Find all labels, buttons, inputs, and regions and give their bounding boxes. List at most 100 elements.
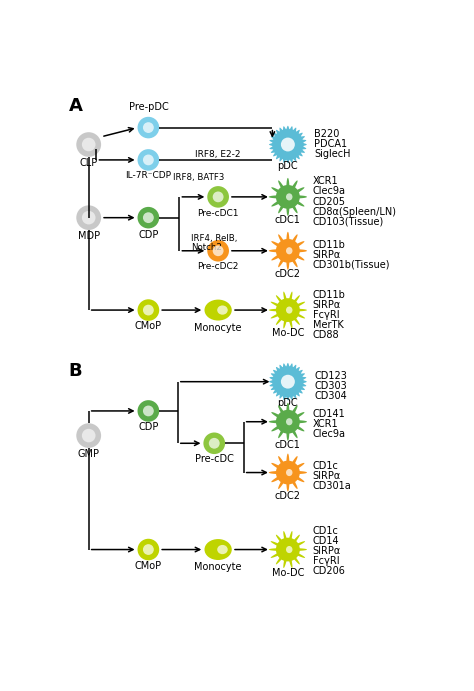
Text: MerTK: MerTK (313, 320, 344, 330)
Polygon shape (269, 453, 307, 491)
Ellipse shape (286, 307, 292, 314)
Ellipse shape (217, 545, 228, 554)
Text: Pre-cDC: Pre-cDC (195, 455, 234, 464)
Circle shape (76, 205, 101, 230)
Text: MDP: MDP (78, 231, 100, 241)
Text: CD88: CD88 (313, 330, 339, 340)
Text: CD11b: CD11b (313, 290, 346, 300)
Circle shape (209, 438, 219, 448)
Text: XCR1: XCR1 (313, 419, 338, 429)
Polygon shape (269, 231, 307, 269)
Text: CD14: CD14 (313, 536, 339, 546)
Text: SiglecH: SiglecH (314, 149, 351, 159)
Text: Clec9a: Clec9a (313, 187, 346, 196)
Text: Monocyte: Monocyte (194, 323, 242, 333)
Circle shape (143, 155, 154, 165)
Ellipse shape (286, 418, 292, 425)
Text: CD11b: CD11b (313, 240, 346, 249)
Text: CD123: CD123 (314, 370, 347, 381)
Text: Mo-DC: Mo-DC (272, 567, 304, 578)
Circle shape (137, 207, 159, 229)
Text: IRF8, BATF3: IRF8, BATF3 (173, 173, 224, 182)
Polygon shape (269, 292, 307, 328)
Circle shape (137, 539, 159, 560)
Circle shape (137, 149, 159, 171)
Text: FcγRI: FcγRI (313, 310, 339, 320)
Circle shape (213, 191, 224, 202)
Text: CD303: CD303 (314, 381, 347, 390)
Text: IRF4, RelB,: IRF4, RelB, (191, 234, 237, 243)
Circle shape (82, 138, 96, 151)
Text: pDC: pDC (278, 161, 298, 171)
Text: Notch2: Notch2 (191, 243, 222, 252)
Text: CMoP: CMoP (135, 321, 162, 331)
Text: A: A (69, 97, 82, 115)
Circle shape (76, 132, 101, 157)
Circle shape (281, 375, 295, 388)
Polygon shape (269, 403, 307, 441)
Text: B220: B220 (314, 129, 339, 139)
Text: CLP: CLP (80, 158, 98, 168)
Text: cDC1: cDC1 (275, 215, 301, 225)
Text: CD304: CD304 (314, 390, 347, 401)
Text: SIRPα: SIRPα (313, 300, 341, 310)
Ellipse shape (204, 539, 232, 560)
Text: IL-7R⁻CDP: IL-7R⁻CDP (126, 171, 172, 180)
Text: CD301a: CD301a (313, 482, 351, 491)
Circle shape (281, 138, 295, 151)
Polygon shape (269, 126, 307, 163)
Text: PDCA1: PDCA1 (314, 139, 347, 149)
Text: CD206: CD206 (313, 566, 346, 576)
Text: CDP: CDP (138, 422, 159, 432)
Text: cDC1: cDC1 (275, 439, 301, 450)
Text: IRF8, E2-2: IRF8, E2-2 (195, 150, 241, 159)
Text: B: B (69, 363, 82, 381)
Text: CD141: CD141 (313, 409, 346, 419)
Circle shape (143, 406, 154, 417)
Text: cDC2: cDC2 (275, 269, 301, 279)
Circle shape (207, 240, 229, 262)
Circle shape (203, 433, 225, 454)
Circle shape (143, 212, 154, 223)
Circle shape (137, 117, 159, 138)
Text: CDP: CDP (138, 229, 159, 240)
Ellipse shape (286, 469, 292, 476)
Text: Clec9a: Clec9a (313, 429, 346, 439)
Text: Pre-pDC: Pre-pDC (128, 102, 168, 112)
Text: CD301b(Tissue): CD301b(Tissue) (313, 260, 390, 269)
Text: CMoP: CMoP (135, 560, 162, 571)
Circle shape (207, 186, 229, 208)
Circle shape (213, 245, 224, 256)
Text: pDC: pDC (278, 398, 298, 408)
Text: Monocyte: Monocyte (194, 562, 242, 572)
Ellipse shape (217, 305, 228, 314)
Text: CD103(Tissue): CD103(Tissue) (313, 216, 384, 227)
Circle shape (82, 429, 96, 442)
Ellipse shape (286, 546, 292, 553)
Ellipse shape (204, 300, 232, 321)
Circle shape (76, 424, 101, 448)
Text: SIRPα: SIRPα (313, 546, 341, 556)
Text: CD1c: CD1c (313, 462, 338, 471)
Polygon shape (269, 531, 307, 568)
Text: cDC2: cDC2 (275, 491, 301, 501)
Text: Pre-cDC1: Pre-cDC1 (197, 209, 239, 218)
Text: GMP: GMP (78, 449, 100, 459)
Text: CD1c: CD1c (313, 526, 338, 536)
Polygon shape (269, 178, 307, 216)
Text: Pre-cDC2: Pre-cDC2 (198, 263, 239, 272)
Circle shape (137, 400, 159, 422)
Circle shape (143, 122, 154, 133)
Text: CD8α(Spleen/LN): CD8α(Spleen/LN) (313, 207, 397, 216)
Ellipse shape (286, 193, 292, 200)
Circle shape (137, 299, 159, 321)
Polygon shape (269, 363, 307, 401)
Circle shape (143, 305, 154, 316)
Circle shape (82, 211, 96, 225)
Text: FcγRI: FcγRI (313, 556, 339, 566)
Text: Mo-DC: Mo-DC (272, 328, 304, 338)
Circle shape (143, 544, 154, 555)
Text: SIRPα: SIRPα (313, 249, 341, 260)
Text: SIRPα: SIRPα (313, 471, 341, 482)
Ellipse shape (286, 247, 292, 254)
